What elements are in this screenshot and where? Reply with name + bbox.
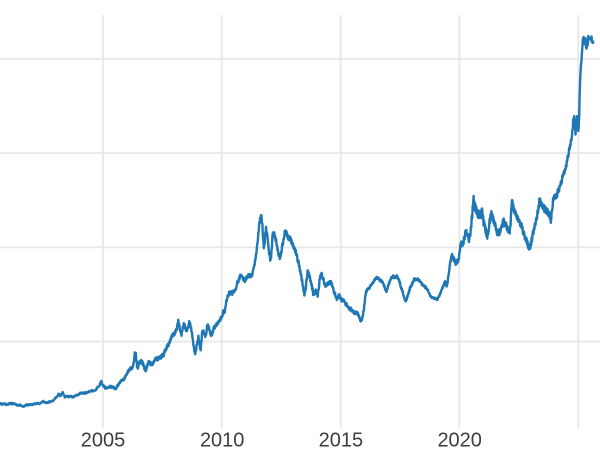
svg-text:2015: 2015 (319, 430, 364, 450)
svg-text:2020: 2020 (437, 430, 482, 450)
svg-text:2010: 2010 (200, 430, 245, 450)
svg-text:2005: 2005 (81, 430, 126, 450)
